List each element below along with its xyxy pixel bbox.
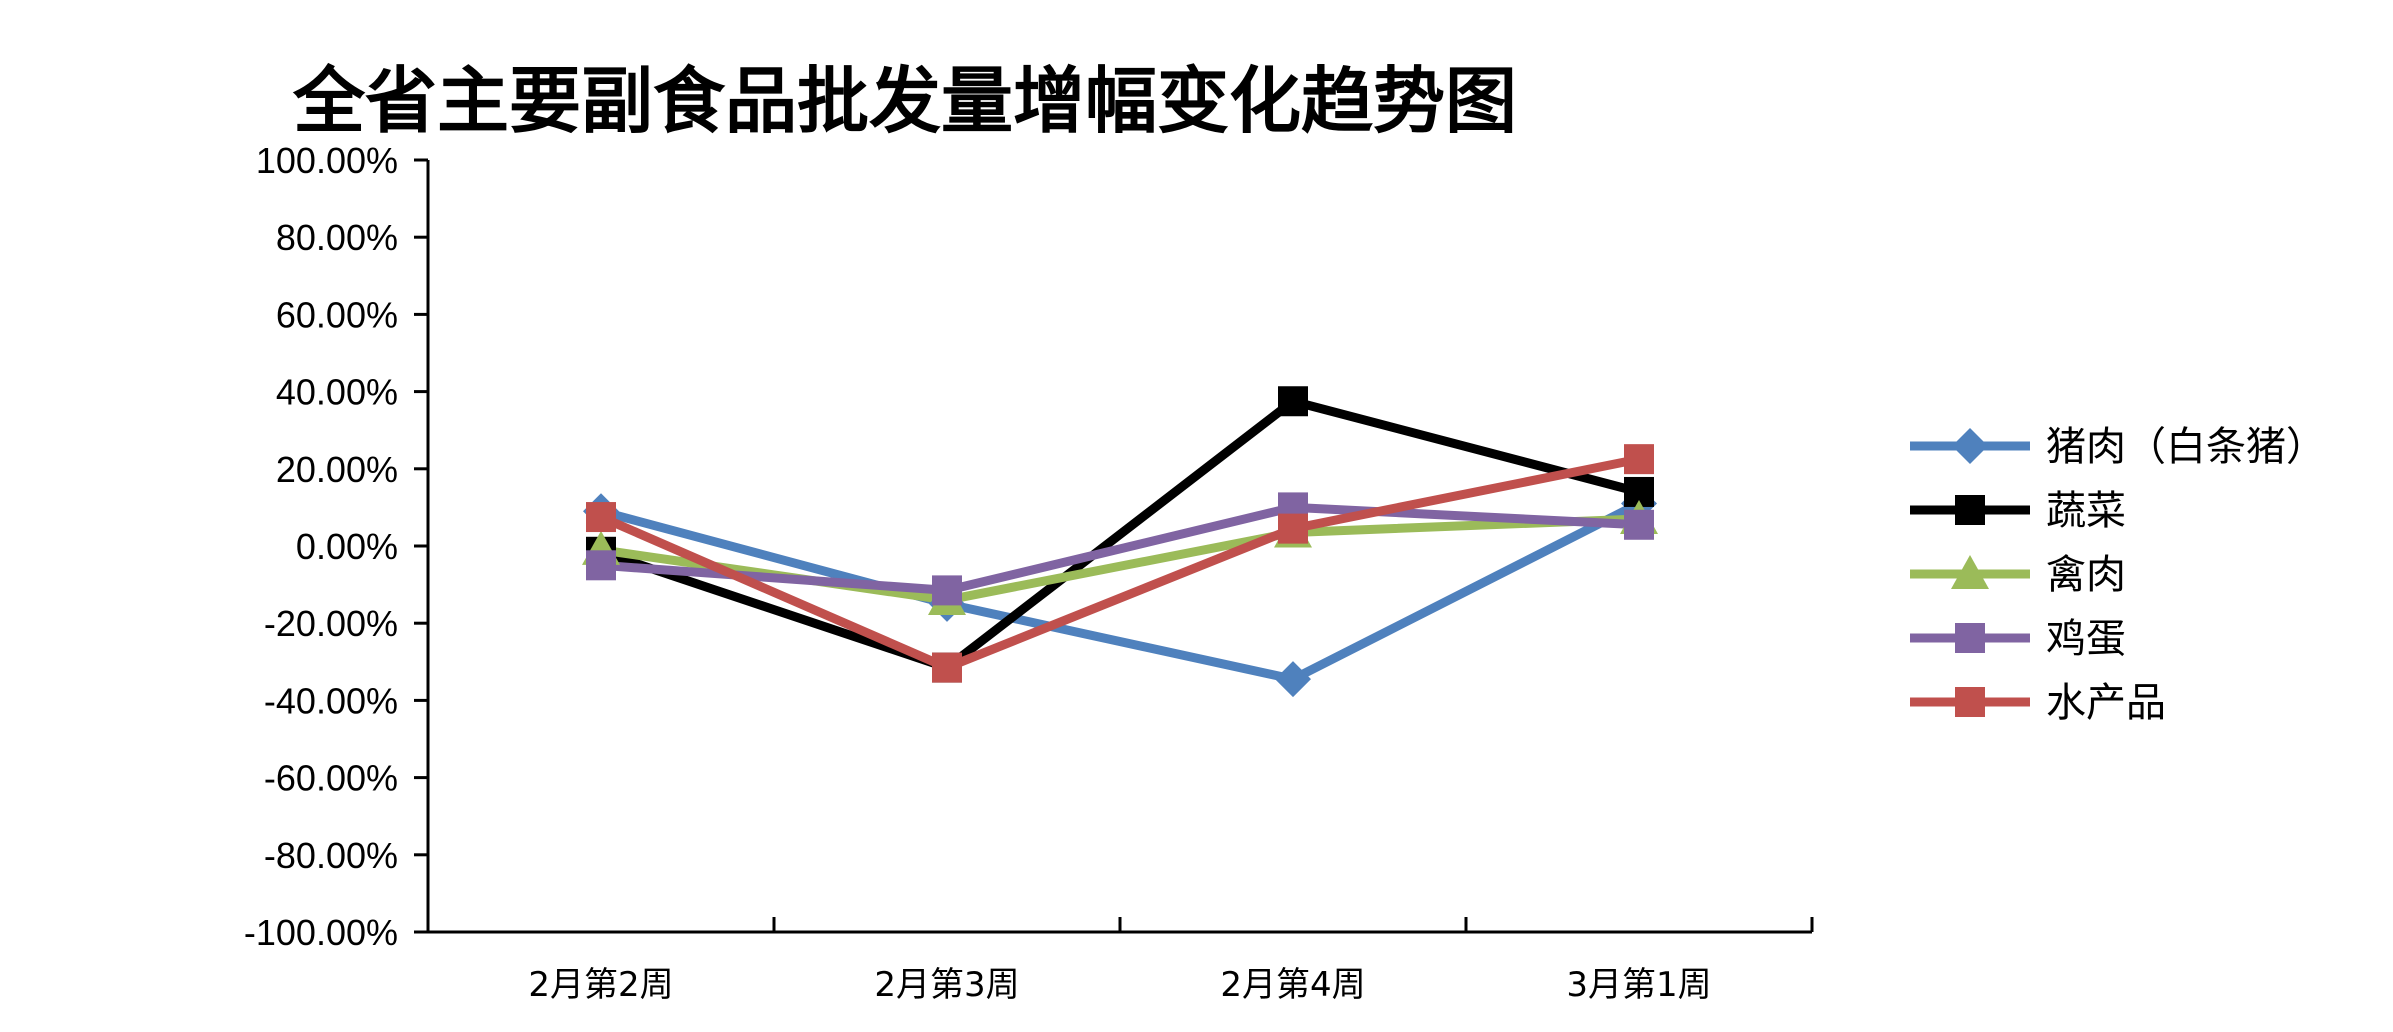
chart-title: 全省主要副食品批发量增幅变化趋势图 (292, 58, 1517, 143)
legend-marker (1955, 687, 1985, 717)
legend-marker (1951, 555, 1989, 589)
y-tick-label: -40.00% (264, 680, 398, 721)
legend-label: 蔬菜 (2046, 488, 2126, 534)
y-tick-label: -60.00% (264, 758, 398, 799)
data-point (1624, 509, 1654, 540)
data-point (586, 502, 616, 533)
series-line (599, 499, 1642, 684)
legend-label: 猪肉（白条猪） (2046, 424, 2326, 470)
y-tick-label: -100.00% (244, 912, 398, 953)
data-point (586, 550, 616, 581)
data-point (932, 575, 962, 606)
series-line (599, 454, 1640, 673)
series-line (600, 502, 1640, 595)
series-lines (599, 396, 1642, 684)
legend-marker (1955, 623, 1985, 653)
x-tick-label: 2月第3周 (874, 965, 1019, 1005)
legend-label: 禽肉 (2046, 552, 2126, 598)
x-tick-label: 3月第1周 (1566, 965, 1711, 1005)
data-point (1278, 386, 1308, 417)
y-tick-label: 0.00% (296, 526, 398, 567)
legend-marker (1955, 495, 1985, 525)
y-tick-label: 100.00% (256, 140, 398, 181)
y-axis-ticks: 100.00% 80.00% 60.00% 40.00% 20.00% 0.00% -20.… (244, 140, 428, 953)
y-tick-label: -80.00% (264, 835, 398, 876)
data-point (1275, 661, 1311, 698)
series-line (599, 396, 1641, 673)
x-tick-label: 2月第4周 (1220, 965, 1365, 1005)
data-point (1278, 513, 1308, 544)
data-point (1624, 444, 1654, 475)
x-axis-ticks: 2月第2周 2月第3周 2月第4周 3月第1周 (426, 917, 1814, 1005)
legend-label: 鸡蛋 (2046, 616, 2126, 662)
y-tick-label: 20.00% (276, 449, 398, 490)
legend-marker (1952, 428, 1988, 464)
data-point (932, 652, 962, 683)
y-tick-label: 60.00% (276, 294, 398, 335)
x-tick-label: 2月第2周 (528, 965, 673, 1005)
y-tick-label: 40.00% (276, 372, 398, 413)
y-tick-label: 80.00% (276, 217, 398, 258)
y-tick-label: -20.00% (264, 603, 398, 644)
legend-label: 水产品 (2046, 680, 2166, 726)
series-markers (582, 386, 1658, 698)
